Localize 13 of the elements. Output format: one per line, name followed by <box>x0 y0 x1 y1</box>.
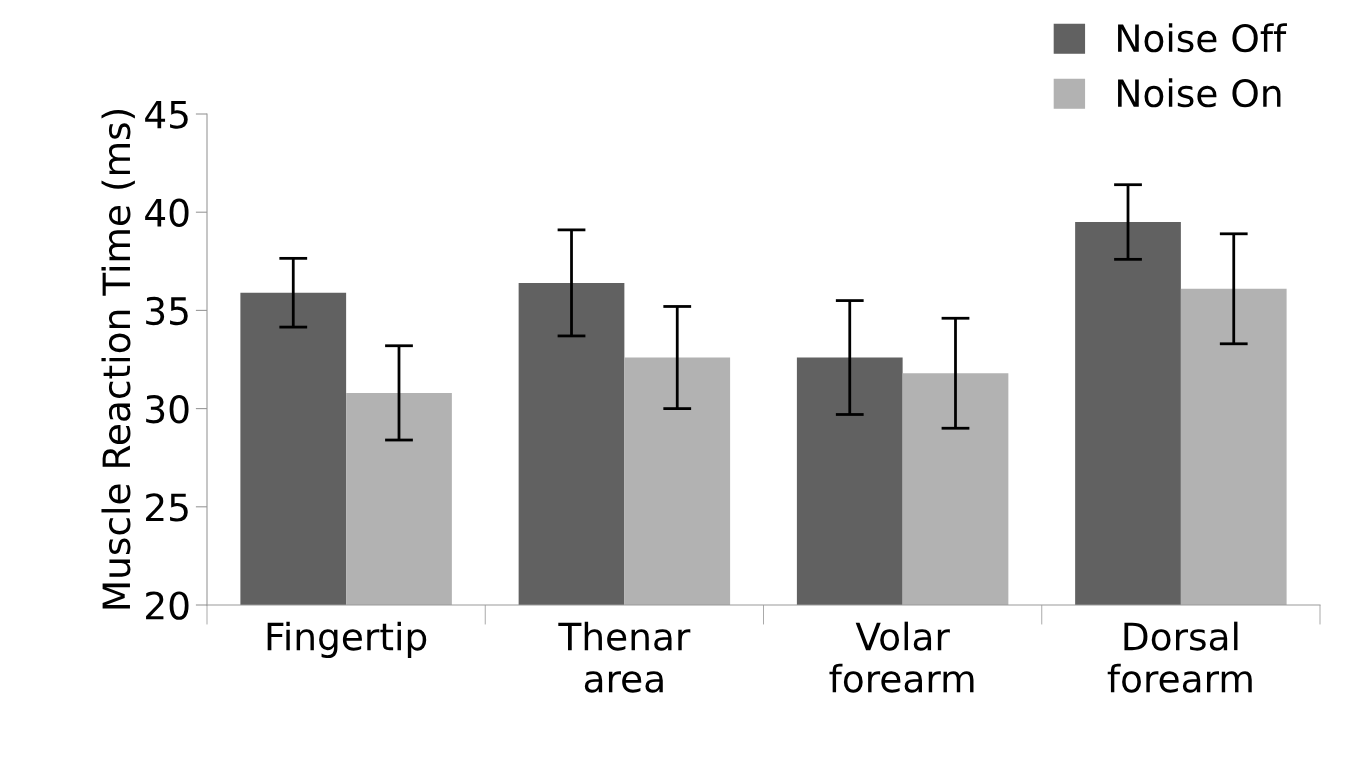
y-axis-title: Muscle Reaction Time (ms) <box>101 109 135 609</box>
legend-label: Noise Off <box>1118 23 1287 53</box>
x-tick-label: Thenar area <box>558 621 691 693</box>
y-tick-label: 30 <box>146 395 189 424</box>
y-tick-label: 40 <box>145 198 189 227</box>
y-tick-label: 45 <box>145 100 188 129</box>
y-tick-label: 35 <box>146 296 188 326</box>
y-tick-label: 25 <box>146 493 188 522</box>
legend-label: Noise On <box>1118 78 1281 108</box>
x-tick-label: Dorsal forearm <box>1107 621 1252 693</box>
x-tick-label: Fingertip <box>267 621 427 658</box>
x-tick-label: Volar forearm <box>829 621 974 693</box>
y-tick-label: 20 <box>146 591 189 620</box>
